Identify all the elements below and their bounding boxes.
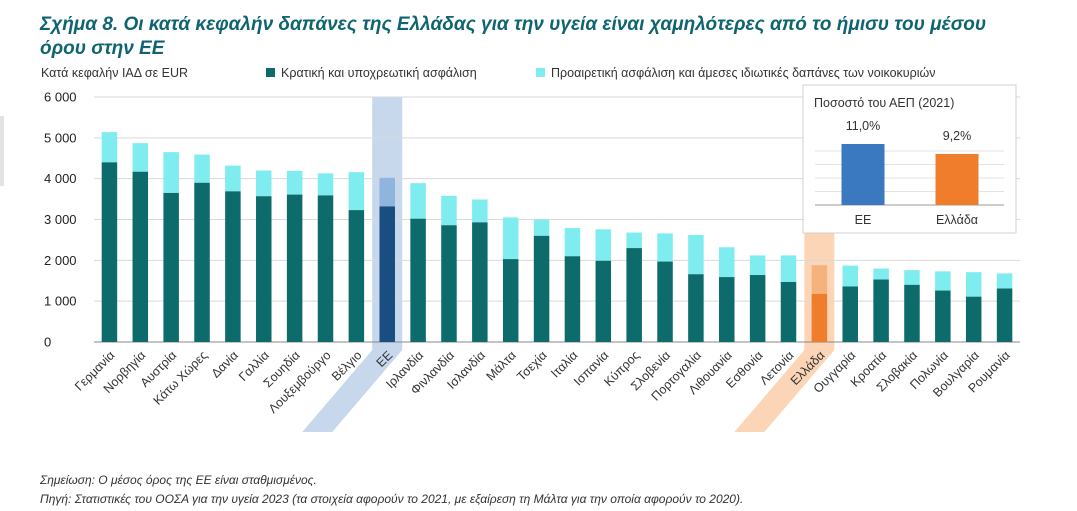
bar-private: [132, 143, 149, 172]
y-tick-label: 6 000: [44, 90, 77, 105]
bar-public: [348, 210, 365, 342]
bar-private: [101, 132, 118, 163]
chart-svg: Κατά κεφαλήν ΙΑΔ σε EUR 0 1 000 2 000 3 000 4…: [41, 66, 1020, 432]
source-text: Πηγή: Στατιστικές του ΟΟΣΑ για την υγεία…: [40, 492, 744, 506]
bar-private: [873, 268, 889, 280]
bar-public: [780, 281, 797, 342]
bar-private: [657, 233, 673, 262]
bar-public: [657, 261, 673, 342]
bar-public: [595, 260, 612, 342]
inset-value-label: 9,2%: [943, 129, 972, 143]
legend-label-private: Προαιρετική ασφάλιση και άμεσες ιδιωτικέ…: [551, 66, 936, 80]
bar-private: [533, 219, 550, 236]
bar-public: [965, 296, 982, 342]
bar-public: [749, 275, 766, 342]
inset-value-label: 11,0%: [846, 119, 881, 133]
bar-private: [965, 272, 982, 297]
bar-public: [256, 196, 272, 342]
bar-public: [811, 293, 828, 342]
bar-public: [533, 235, 550, 342]
bar-public: [904, 284, 920, 342]
bar-public: [163, 192, 179, 342]
y-tick-label: 4 000: [44, 171, 77, 186]
bar-private: [225, 165, 241, 192]
bar-public: [502, 259, 519, 342]
inset-category-label: ΕΕ: [855, 213, 872, 227]
bar-public: [842, 286, 858, 342]
bar-private: [472, 199, 488, 223]
bar-public: [101, 162, 118, 342]
bar-private: [410, 183, 426, 219]
x-tick-label: Δανία: [209, 348, 241, 380]
bar-private: [904, 270, 920, 285]
bar-private: [502, 217, 519, 260]
chart-notes: Σημείωση: Ο μέσος όρος της ΕΕ είναι σταθ…: [40, 471, 1060, 509]
bar-public: [564, 256, 581, 342]
bar-public: [626, 248, 642, 342]
y-tick-label: 5 000: [44, 130, 77, 145]
bar-private: [317, 173, 334, 196]
bar-private: [996, 273, 1013, 289]
inset-bar: [841, 144, 885, 205]
bar-public: [132, 171, 149, 342]
highlight-band-eu: [302, 97, 403, 432]
y-tick-label: 0: [44, 335, 51, 350]
bar-public: [935, 290, 951, 342]
bar-private: [379, 177, 395, 207]
chart-title: Σχήμα 8. Οι κατά κεφαλήν δαπάνες της Ελλ…: [40, 14, 987, 59]
bar-private: [595, 229, 612, 261]
legend-swatch-private: [536, 68, 545, 77]
x-tick-label: Τσεχία: [514, 348, 549, 383]
bar-public: [472, 222, 488, 342]
bar-public: [194, 182, 210, 342]
bar-private: [194, 154, 210, 183]
bar-private: [626, 232, 642, 249]
inset-category-label: Ελλάδα: [936, 213, 978, 227]
note-text: Σημείωση: Ο μέσος όρος της ΕΕ είναι σταθ…: [40, 473, 317, 487]
inset-panel: [802, 84, 1017, 234]
bar-private: [688, 235, 704, 275]
bar-private: [256, 170, 272, 197]
bar-private: [348, 172, 365, 211]
bar-private: [935, 271, 951, 291]
bar-public: [719, 277, 735, 342]
bar-private: [441, 195, 457, 226]
bar-private: [719, 247, 735, 278]
inset-bar: [935, 153, 979, 205]
page-edge-marker: [0, 116, 4, 186]
x-tick-label: Μάλτα: [484, 348, 519, 383]
y-tick-label: 1 000: [44, 294, 77, 309]
legend-label-public: Κρατική και υποχρεωτική ασφάλιση: [281, 66, 477, 80]
bar-public: [286, 194, 303, 342]
legend-swatch-public: [266, 68, 275, 77]
bar-public: [996, 288, 1013, 342]
y-tick-label: 2 000: [44, 253, 77, 268]
bar-private: [811, 265, 828, 294]
bar-public: [688, 274, 704, 342]
bar-public: [410, 218, 426, 342]
bar-private: [749, 255, 766, 276]
bar-public: [225, 191, 241, 342]
bar-public: [379, 206, 395, 342]
y-axis-label: Κατά κεφαλήν ΙΑΔ σε EUR: [41, 66, 188, 80]
bar-private: [564, 228, 581, 257]
y-tick-label: 3 000: [44, 212, 77, 227]
bar-private: [780, 255, 797, 282]
bar-private: [286, 170, 303, 195]
bar-private: [163, 152, 179, 193]
bar-private: [842, 265, 858, 287]
bar-public: [441, 225, 457, 342]
inset-title: Ποσοστό του ΑΕΠ (2021): [814, 96, 954, 110]
bar-public: [317, 195, 334, 342]
bar-public: [873, 279, 889, 342]
